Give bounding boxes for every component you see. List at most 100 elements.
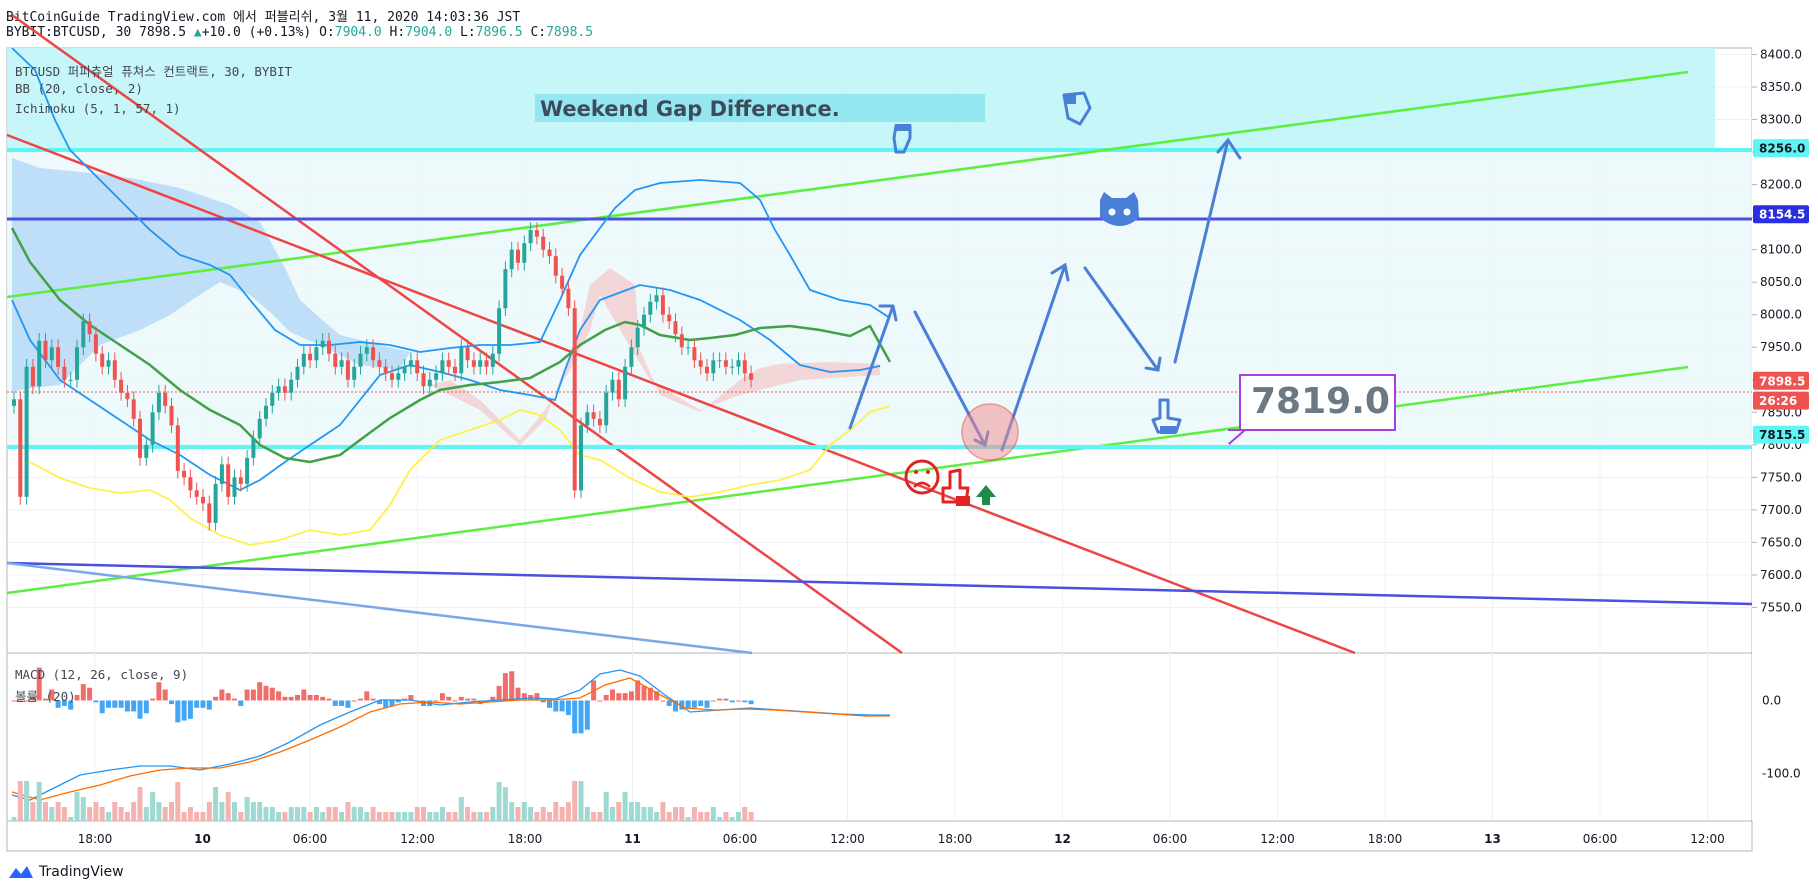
- candle-body: [169, 405, 174, 426]
- green-up-arrow-icon: [976, 485, 996, 505]
- time-labels[interactable]: 18:00 10 06:00 12:00 18:00 11 06:00 12:00 18:00 1…: [78, 832, 1725, 846]
- candle-body: [635, 327, 640, 348]
- volume-bar: [534, 812, 540, 821]
- volume-bar: [99, 807, 105, 821]
- target-value-text: 7819.0: [1251, 381, 1390, 422]
- candle-body: [572, 308, 577, 491]
- volume-bar: [572, 781, 578, 821]
- macd-bar: [244, 689, 250, 701]
- candle-body: [345, 360, 350, 380]
- macd-axis[interactable]: 0.0 -100.0: [1752, 653, 1818, 821]
- time-axis[interactable]: [6, 820, 1753, 852]
- volume-bar: [87, 807, 93, 821]
- candle-body: [459, 347, 464, 374]
- volume-bar: [673, 807, 678, 821]
- macd-bar: [276, 691, 282, 701]
- macd-pane[interactable]: [6, 652, 1753, 822]
- macd-bar: [326, 698, 332, 701]
- price-label-text: 8154.5: [1759, 208, 1805, 222]
- candle-body: [698, 360, 703, 367]
- macd-bar: [269, 687, 275, 701]
- macd-bar: [162, 689, 168, 701]
- ichimoku-legend: Ichimoku (5, 1, 57, 1): [15, 101, 181, 116]
- candle-body: [18, 399, 23, 497]
- volume-bar: [742, 807, 748, 821]
- macd-bar: [24, 700, 30, 702]
- price-label-text: 8256.0: [1759, 142, 1805, 156]
- light-blue-line: [6, 561, 753, 655]
- candle-body: [629, 347, 634, 367]
- candle-body: [516, 249, 520, 263]
- volume-bar: [74, 792, 80, 821]
- candle-body: [408, 360, 413, 367]
- volume-bar: [263, 807, 269, 821]
- candle-body: [415, 360, 420, 374]
- price-chart[interactable]: Weekend Gap Difference. 7819.0 8400.0 835…: [0, 0, 1818, 858]
- volume-bar: [553, 802, 559, 821]
- price-tick-label: 8300.0: [1760, 113, 1802, 127]
- candle-body: [560, 275, 565, 289]
- candle-body: [610, 379, 615, 393]
- macd-bar: [742, 700, 748, 703]
- candle-body: [453, 366, 457, 374]
- high-value: 7904.0: [405, 25, 453, 40]
- macd-bar: [194, 700, 200, 708]
- macd-bar: [30, 696, 36, 701]
- volume-bar: [691, 807, 697, 821]
- candle-body: [264, 405, 268, 419]
- macd-bar: [106, 700, 111, 708]
- macd-bar: [288, 696, 294, 701]
- volume-bar: [351, 807, 357, 821]
- volume-bar: [395, 812, 401, 821]
- macd-bar: [439, 693, 445, 701]
- price-tick-label: 8200.0: [1760, 178, 1802, 192]
- macd-bar: [654, 691, 660, 701]
- macd-bar: [137, 700, 143, 719]
- price-tick-label: 7550.0: [1760, 600, 1802, 614]
- candle-body: [56, 347, 61, 367]
- volume-bar: [698, 812, 704, 821]
- candle-body: [667, 314, 672, 322]
- candle-body: [402, 366, 407, 374]
- close-label: C:: [530, 25, 547, 40]
- macd-bar: [213, 696, 219, 701]
- volume-bar: [24, 781, 30, 821]
- volume-bar: [616, 802, 622, 821]
- volume-bar: [106, 812, 111, 821]
- volume-bar: [446, 812, 452, 821]
- macd-bar: [597, 700, 603, 702]
- candle-body: [327, 340, 331, 354]
- candle-body: [276, 386, 281, 393]
- price-label-box: [1753, 391, 1809, 410]
- volume-bar: [55, 802, 61, 821]
- candle-body: [30, 366, 35, 387]
- sad-face-icon: [904, 459, 940, 495]
- footer-brand[interactable]: TradingView: [8, 864, 124, 880]
- macd-bar: [521, 693, 527, 701]
- macd-bar: [729, 700, 735, 703]
- macd-bar: [131, 700, 137, 712]
- macd-bar: [603, 695, 609, 701]
- candle-body: [364, 347, 369, 354]
- volume-bar: [641, 807, 647, 821]
- volume-bar: [559, 807, 565, 821]
- candle-body: [446, 360, 451, 367]
- low-value: 7896.5: [475, 25, 523, 40]
- macd-bar: [584, 700, 590, 730]
- time-tick-label: 18:00: [508, 832, 543, 846]
- price-tick-label: 8100.0: [1760, 243, 1802, 257]
- macd-bar: [118, 700, 124, 708]
- macd-bar: [257, 682, 263, 701]
- volume-bar: [521, 802, 527, 821]
- volume-bar: [647, 807, 653, 821]
- candle-body: [282, 386, 287, 393]
- volume-bar: [36, 782, 42, 821]
- volume-bar: [345, 802, 351, 821]
- macd-bar: [635, 680, 641, 701]
- candle-body: [579, 425, 583, 491]
- red-channel-top: [6, 133, 1356, 655]
- macd-bar: [698, 700, 704, 706]
- footer-brand-text: TradingView: [39, 864, 124, 880]
- candle-body: [245, 457, 250, 484]
- candle-body: [289, 379, 294, 393]
